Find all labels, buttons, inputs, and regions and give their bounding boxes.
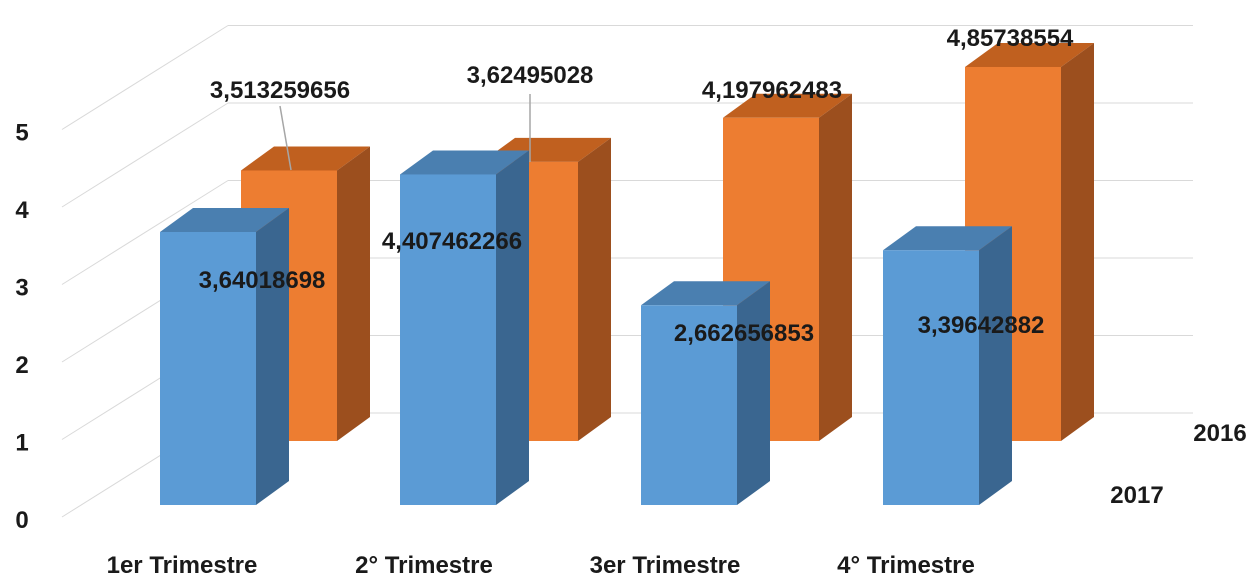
x-category-label: 2° Trimestre [355,552,493,579]
bar-top-face [241,146,370,171]
y-tick-label: 0 [15,507,28,534]
bar-top-face [400,150,529,175]
data-label-2017: 3,39642882 [918,312,1045,339]
gridline-side [61,102,229,208]
bar-top-face [723,93,852,118]
y-tick-label: 4 [15,197,29,224]
bar-front-face [883,250,979,505]
bar-side-face [337,146,370,441]
bar-side-face [979,226,1012,506]
leader-line [279,105,292,171]
bar-2017 [883,226,1012,506]
bar-2017 [400,150,529,506]
bar-side-face [1061,42,1094,441]
data-label-2016: 3,513259656 [210,77,350,104]
x-category-label: 3er Trimestre [590,552,741,579]
series-2017 [160,150,1012,506]
bar-2017 [160,207,289,506]
y-tick-label: 1 [15,430,28,457]
y-tick-label: 5 [15,120,28,147]
bar-top-face [160,207,289,232]
gridline-side [61,25,229,130]
y-tick-label: 2 [15,352,28,379]
bar-front-face [160,231,256,506]
bar-2017 [641,281,770,505]
data-label-2017: 2,662656853 [674,320,814,347]
y-tick-label: 3 [15,275,28,302]
x-category-label: 1er Trimestre [107,552,258,579]
bar-side-face [256,207,289,506]
bar-top-face [965,42,1094,67]
bar-side-face [496,150,529,506]
series-label-2017: 2017 [1110,482,1163,509]
data-label-2017: 3,64018698 [199,267,326,294]
data-label-2016: 3,62495028 [467,62,594,89]
bar-front-face [400,174,496,506]
gridline-side [61,180,229,285]
data-label-2016: 4,197962483 [702,77,842,104]
data-label-2016: 4,85738554 [947,25,1074,52]
bar-top-face [883,226,1012,251]
y-axis: 0 1 2 3 4 5 [15,120,29,535]
x-category-label: 4° Trimestre [837,552,975,579]
bar-front-face [641,305,737,505]
bar-side-face [578,137,611,441]
bar-top-face [641,281,770,306]
series-label-2016: 2016 [1193,420,1246,447]
bar-side-face [737,281,770,505]
data-label-2017: 4,407462266 [382,228,522,255]
bar-side-face [819,93,852,441]
